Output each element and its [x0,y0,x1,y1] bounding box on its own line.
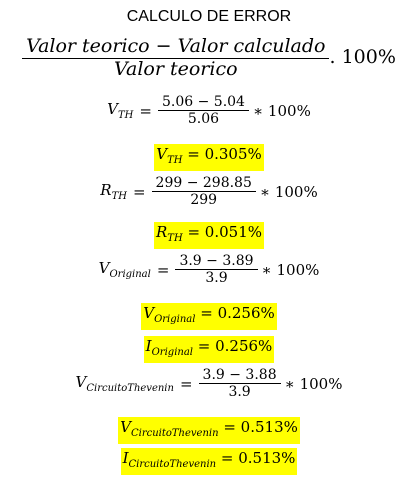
vth-multiplier: ∗ 100% [252,101,311,120]
equation-rth: RTH = 299 − 298.85 299 ∗ 100% [100,175,318,209]
vct-numerator: 3.9 − 3.88 [202,367,277,383]
rth-label: RTH [100,181,127,203]
vct-multiplier: ∗ 100% [284,374,343,393]
voriginal-fraction: 3.9 − 3.89 3.9 [175,253,258,287]
fraction-bar [22,57,330,59]
voriginal-label: VOriginal [98,259,151,281]
voriginal-numerator: 3.9 − 3.89 [179,253,254,269]
result-icircuitothevenin: ICircuitoThevenin = 0.513% [0,448,418,475]
vth-fraction: 5.06 − 5.04 5.06 [157,94,249,128]
formula-numerator: Valor teorico − Valor calculado [26,35,326,57]
result-rth: RTH = 0.051% [0,222,418,249]
equation-voriginal: VOriginal = 3.9 − 3.89 3.9 ∗ 100% [98,253,320,287]
vct-denominator: 3.9 [228,384,251,401]
vct-fraction: 3.9 − 3.88 3.9 [198,367,281,401]
formula-tail: . 100% [329,45,396,68]
voriginal-denominator: 3.9 [205,270,228,287]
rth-fraction: 299 − 298.85 299 [151,175,256,209]
page-title: CALCULO DE ERROR [126,8,292,25]
rth-multiplier: ∗ 100% [259,182,318,201]
vct-label: VCircuitoThevenin [75,373,174,395]
voriginal-multiplier: ∗ 100% [261,260,320,279]
formula-denominator: Valor teorico [114,57,238,80]
rth-numerator: 299 − 298.85 [155,175,252,191]
result-vth: VTH = 0.305% [0,144,418,171]
general-fraction: Valor teorico − Valor calculado Valor te… [22,35,330,81]
result-ioriginal: IOriginal = 0.256% [0,336,418,363]
result-vcircuitothevenin: VCircuitoThevenin = 0.513% [0,417,418,444]
general-formula: Valor teorico − Valor calculado Valor te… [0,35,418,81]
vth-numerator: 5.06 − 5.04 [161,94,245,110]
equation-vth: VTH = 5.06 − 5.04 5.06 ∗ 100% [107,94,311,128]
result-voriginal: VOriginal = 0.256% [0,303,418,330]
vth-label: VTH [107,100,134,122]
equation-vcircuitothevenin: VCircuitoThevenin = 3.9 − 3.88 3.9 ∗ 100… [75,367,343,401]
vth-denominator: 5.06 [187,111,220,128]
rth-denominator: 299 [190,192,218,209]
